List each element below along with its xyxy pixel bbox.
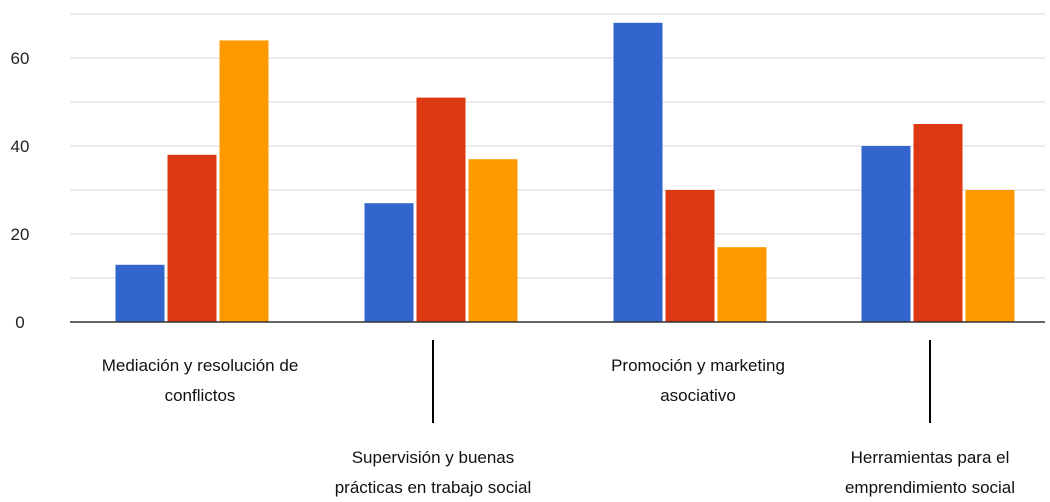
bar <box>861 146 911 322</box>
category-label: Supervisión y buenas prácticas en trabajo… <box>335 448 532 497</box>
bar <box>665 190 715 322</box>
bar <box>115 264 165 322</box>
bar <box>965 190 1015 322</box>
bar <box>219 40 269 323</box>
category-labels: Mediación y resolución de conflictos Super… <box>102 340 1015 497</box>
category-label: Herramientas para el emprendimiento socia… <box>845 448 1015 497</box>
bar <box>717 247 767 322</box>
bar <box>364 203 414 322</box>
y-axis-ticks: 0 20 40 60 <box>11 49 30 332</box>
y-tick-label: 0 <box>15 313 24 332</box>
category-label: Mediación y resolución de conflictos <box>102 356 299 405</box>
bar <box>416 97 466 322</box>
category-label: Promoción y marketing asociativo <box>611 356 785 405</box>
bar <box>613 22 663 323</box>
bar <box>468 159 518 322</box>
y-tick-label: 20 <box>11 225 30 244</box>
y-tick-label: 60 <box>11 49 30 68</box>
bars <box>115 22 1015 323</box>
bar <box>167 154 217 322</box>
y-tick-label: 40 <box>11 137 30 156</box>
bar <box>913 124 963 322</box>
